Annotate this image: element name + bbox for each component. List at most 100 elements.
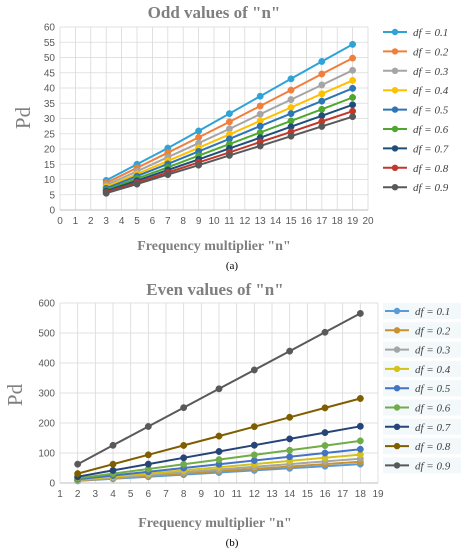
data-point [321,404,329,412]
x-tick-label: 4 [119,216,125,227]
legend-item: df = 0.4 [383,85,449,97]
legend-swatch-marker [391,184,399,191]
legend-item: df = 0.5 [383,380,461,397]
legend-item: df = 0.2 [383,46,449,58]
y-tick-label: 600 [38,299,55,310]
legend-swatch-marker [393,307,401,315]
y-tick-label: 55 [44,38,56,49]
data-point [349,101,357,109]
x-tick-label: 10 [208,216,220,227]
legend-label: df = 0.7 [413,143,449,155]
legend-label: df = 0.4 [415,364,451,376]
x-tick-label: 13 [255,216,267,227]
legend-label: df = 0.8 [415,441,451,453]
data-point [349,94,357,101]
y-axis-label: Pd [3,383,27,406]
data-point [349,76,357,84]
data-point [286,413,294,421]
legend-label: df = 0.7 [415,422,451,434]
data-point [356,437,364,445]
x-tick-label: 2 [88,216,94,227]
legend-item: df = 0.6 [383,399,461,416]
y-tick-label: 0 [49,206,55,217]
x-tick-label: 5 [134,216,140,227]
data-point [109,466,117,474]
data-point [215,448,223,455]
data-point [318,122,326,130]
data-point [321,449,329,457]
data-point [318,97,326,105]
legend-swatch-marker [393,327,401,334]
legend-swatch-marker [391,87,399,94]
y-tick-label: 40 [44,84,56,95]
legend-item-bg [383,438,461,455]
legend-item-bg [383,457,461,474]
data-point [256,92,264,100]
y-tick-label: 20 [44,145,56,156]
legend-swatch-marker [393,365,401,373]
data-point [109,441,117,449]
data-point [349,54,357,62]
data-point [356,395,364,402]
series-df-0-6 [74,437,364,482]
y-axis-label: Pd [11,106,35,129]
data-point [356,309,364,317]
legend-label: df = 0.9 [415,460,451,472]
data-point [321,442,329,450]
data-point [287,96,295,104]
legend-label: df = 0.2 [413,46,449,58]
x-tick-label: 12 [249,489,261,500]
data-point [180,441,188,449]
y-tick-label: 100 [38,449,55,460]
legend-item: df = 0.1 [383,27,448,39]
legend-item: df = 0.8 [383,438,461,455]
x-tick-label: 20 [362,216,374,227]
legend-item: df = 0.5 [383,105,449,117]
data-point [164,171,172,179]
x-tick-label: 1 [57,489,63,500]
x-tick-label: 9 [199,489,205,500]
x-tick-label: 6 [150,216,156,227]
x-tick-label: 18 [355,489,367,500]
legend-label: df = 0.3 [415,345,451,357]
legend-label: df = 0.1 [415,306,450,318]
x-tick-label: 8 [181,489,187,500]
legend-swatch-marker [393,462,401,469]
y-tick-label: 500 [38,329,55,340]
figure-caption: (b) [226,537,239,549]
data-point [256,122,264,130]
data-point [256,142,264,150]
legend-item: df = 0.9 [383,457,461,474]
y-tick-label: 5 [49,190,55,201]
x-tick-label: 17 [316,216,328,227]
x-tick-label: 6 [146,489,152,500]
legend-item: df = 0.3 [383,66,449,78]
legend-swatch-marker [391,125,399,133]
legend-label: df = 0.5 [413,105,449,117]
y-tick-label: 25 [44,129,56,140]
data-point [349,66,357,74]
y-tick-label: 30 [44,114,56,125]
chart-title: Odd values of "n" [148,3,281,22]
data-point [102,189,110,197]
legend-swatch-marker [391,48,399,55]
x-tick-label: 9 [196,216,202,227]
legend-item-bg [383,399,461,416]
legend-label: df = 0.4 [413,85,449,97]
x-tick-label: 5 [128,489,134,500]
figure-caption: (a) [226,260,239,272]
x-tick-label: 3 [93,489,99,500]
legend-item-bg [383,341,461,358]
series-df-0-9 [74,309,364,468]
data-point [215,456,223,464]
x-tick-label: 13 [266,489,278,500]
y-tick-label: 400 [38,359,55,370]
x-tick-label: 16 [319,489,331,500]
x-tick-label: 3 [103,216,109,227]
legend-swatch-marker [393,442,401,450]
legend-label: df = 0.2 [415,325,451,337]
series-df-0-7 [74,422,364,481]
data-point [356,445,364,453]
